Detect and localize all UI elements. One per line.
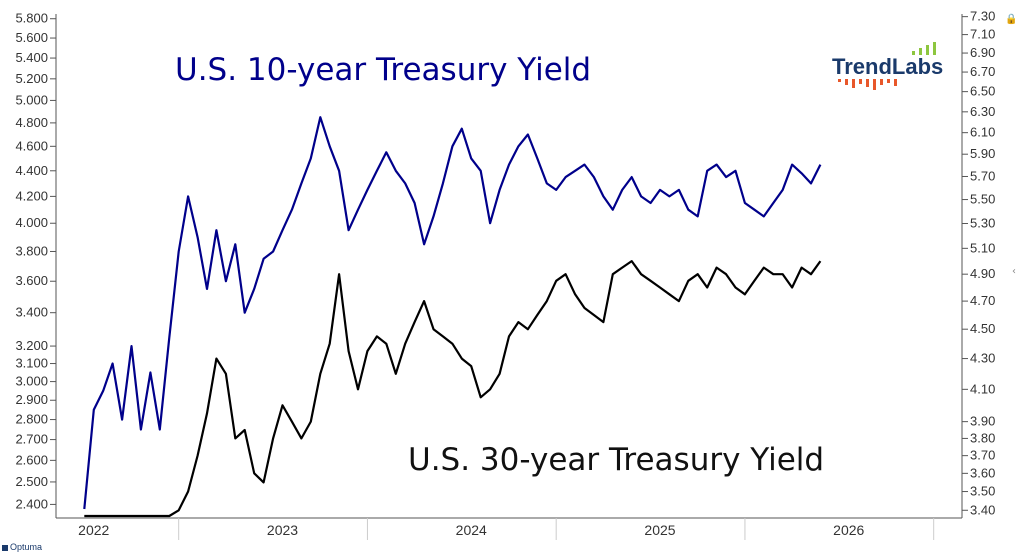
logo-bars xyxy=(838,42,936,90)
x-tick-label: 2026 xyxy=(833,522,864,538)
left-tick-label: 3.000 xyxy=(15,374,48,389)
x-tick-label: 2022 xyxy=(78,522,109,538)
series-10-year-line xyxy=(83,116,822,510)
left-tick-label: 4.200 xyxy=(15,188,48,203)
lock-icon[interactable]: 🔒 xyxy=(1005,14,1018,25)
right-tick-label: 3.60 xyxy=(970,465,995,480)
right-tick-label: 3.40 xyxy=(970,502,995,517)
left-tick-label: 3.600 xyxy=(15,273,48,288)
logo-bar-bottom xyxy=(894,79,897,86)
left-tick-label: 5.200 xyxy=(15,71,48,86)
logo-bar-bottom xyxy=(852,79,855,88)
footer-brand: Optuma xyxy=(2,542,42,552)
title-10-year: U.S. 10-year Treasury Yield xyxy=(175,52,591,88)
trendlabs-logo: TrendLabs xyxy=(832,42,943,90)
left-tick-label: 2.500 xyxy=(15,474,48,489)
right-tick-label: 5.50 xyxy=(970,192,995,207)
series-layer xyxy=(83,116,822,518)
right-tick-label: 6.30 xyxy=(970,104,995,119)
logo-bar-bottom xyxy=(866,79,869,87)
left-tick-label: 5.400 xyxy=(15,50,48,65)
right-tick-label: 4.90 xyxy=(970,266,995,281)
right-tick-label: 5.10 xyxy=(970,240,995,255)
right-tick-label: 6.50 xyxy=(970,84,995,99)
left-tick-label: 5.000 xyxy=(15,92,48,107)
logo-bar-bottom xyxy=(838,79,841,82)
right-tick-label: 4.10 xyxy=(970,381,995,396)
x-tick-label: 2025 xyxy=(644,522,675,538)
left-tick-label: 2.600 xyxy=(15,452,48,467)
right-tick-label: 4.50 xyxy=(970,321,995,336)
left-axis-ticks: 2.400 2.500 2.600 2.700 2.800 2.900 3.000 3.100… xyxy=(15,11,56,511)
logo-bar-top xyxy=(933,42,936,55)
left-tick-label: 5.600 xyxy=(15,30,48,45)
title-30-year: U.S. 30-year Treasury Yield xyxy=(408,442,824,478)
left-tick-label: 2.400 xyxy=(15,496,48,511)
logo-bar-bottom xyxy=(873,79,876,90)
logo-bar-bottom xyxy=(887,79,890,83)
left-tick-label: 3.200 xyxy=(15,338,48,353)
left-tick-label: 2.700 xyxy=(15,432,48,447)
logo-bar-top xyxy=(912,51,915,55)
series-30-year-line xyxy=(84,260,822,518)
logo-bar-bottom xyxy=(845,79,848,85)
right-tick-label: 3.70 xyxy=(970,448,995,463)
left-tick-label: 4.000 xyxy=(15,215,48,230)
left-tick-label: 4.800 xyxy=(15,115,48,130)
right-tick-label: 5.30 xyxy=(970,215,995,230)
left-tick-label: 5.800 xyxy=(15,11,48,26)
left-tick-label: 3.400 xyxy=(15,305,48,320)
x-tick-label: 2023 xyxy=(267,522,298,538)
right-tick-label: 6.10 xyxy=(970,125,995,140)
left-tick-label: 2.900 xyxy=(15,392,48,407)
right-tick-label: 3.90 xyxy=(970,414,995,429)
chevron-left-icon[interactable]: ‹ xyxy=(1012,266,1016,277)
right-tick-label: 5.70 xyxy=(970,168,995,183)
left-tick-label: 4.400 xyxy=(15,163,48,178)
x-tick-label: 2024 xyxy=(456,522,487,538)
right-tick-label: 6.70 xyxy=(970,64,995,79)
x-axis-ticks: 2022202320242025202620 xyxy=(78,518,935,540)
logo-text: TrendLabs xyxy=(832,54,943,79)
right-tick-label: 4.70 xyxy=(970,293,995,308)
logo-bar-top xyxy=(919,48,922,55)
left-tick-label: 2.800 xyxy=(15,412,48,427)
left-tick-label: 3.100 xyxy=(15,356,48,371)
logo-bar-bottom xyxy=(880,79,883,85)
right-tick-label: 5.90 xyxy=(970,146,995,161)
left-tick-label: 4.600 xyxy=(15,138,48,153)
optuma-icon xyxy=(2,544,8,551)
right-tick-label: 7.10 xyxy=(970,27,995,42)
right-tick-label: 4.30 xyxy=(970,351,995,366)
right-tick-label: 3.80 xyxy=(970,430,995,445)
logo-bar-top xyxy=(926,45,929,55)
footer-text: Optuma xyxy=(10,542,43,552)
right-tick-label: 6.90 xyxy=(970,45,995,60)
logo-bar-bottom xyxy=(859,79,862,84)
left-tick-label: 3.800 xyxy=(15,243,48,258)
right-tick-label: 3.50 xyxy=(970,484,995,499)
right-axis-ticks: 3.40 3.50 3.60 3.70 3.803.90 4.10 4.30 4.50 4.70… xyxy=(962,9,995,517)
right-tick-label: 7.30 xyxy=(970,9,995,24)
